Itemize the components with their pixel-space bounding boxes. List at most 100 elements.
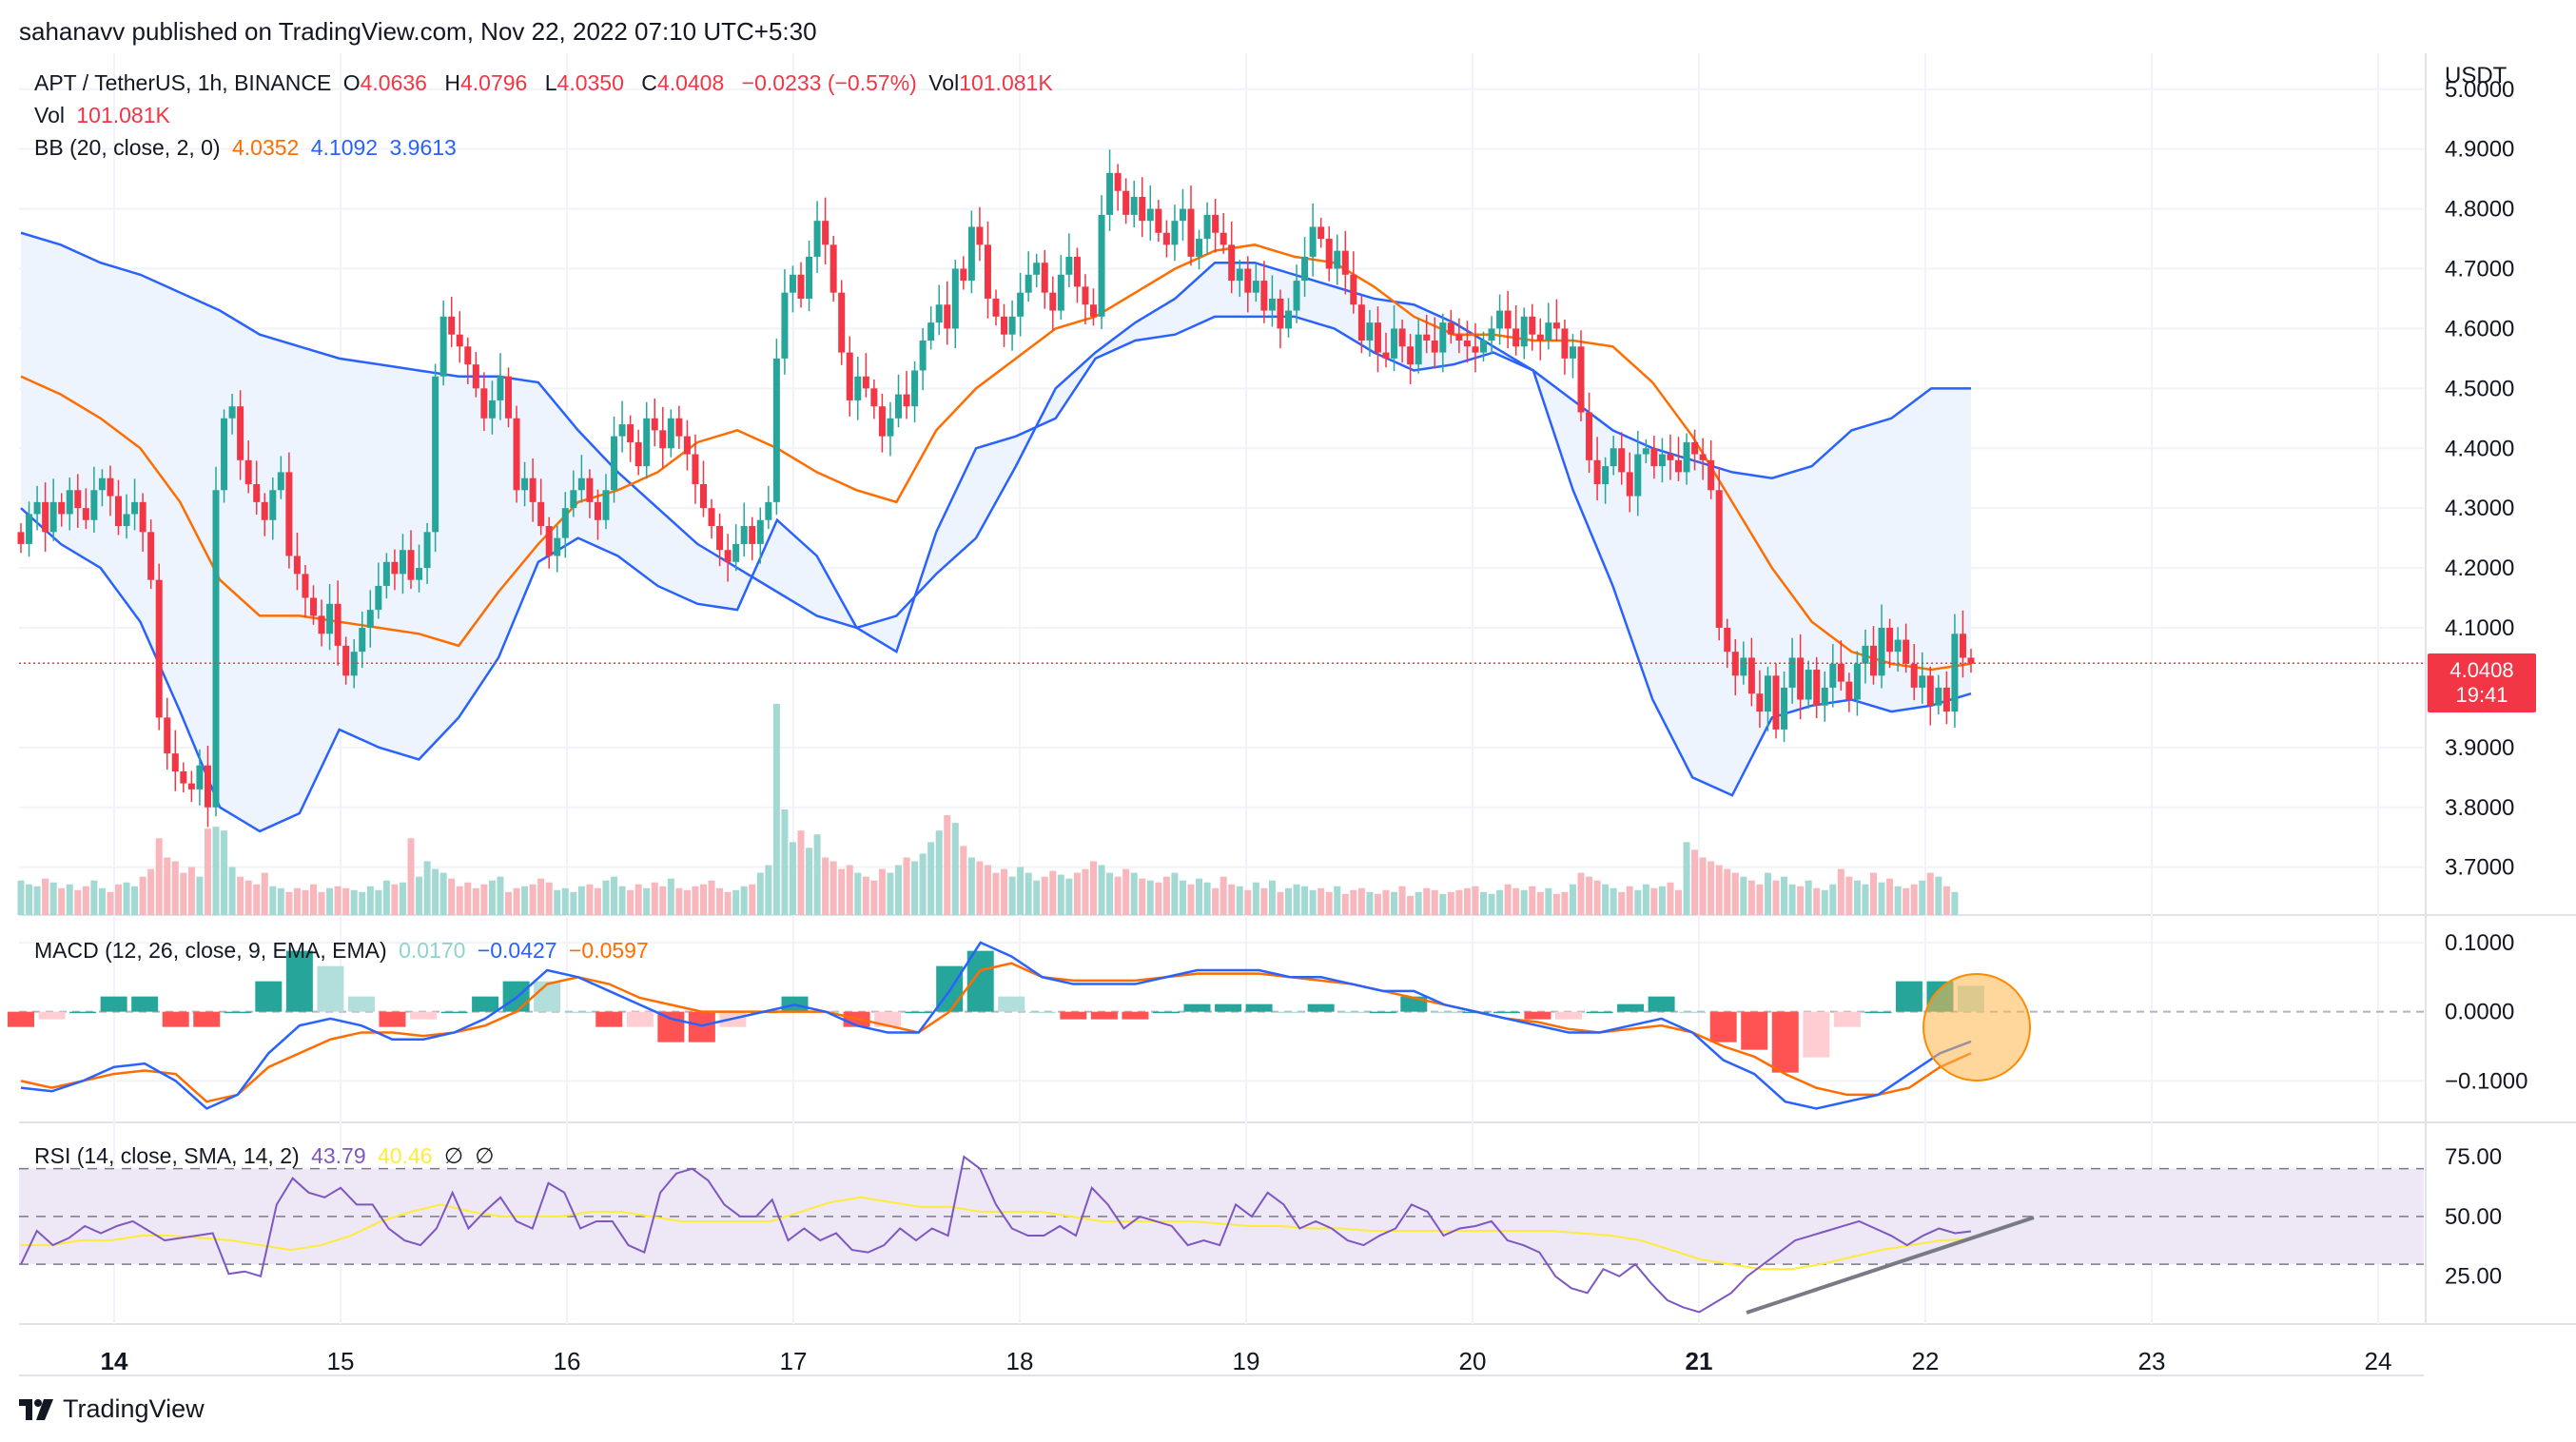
candle-body bbox=[1853, 663, 1861, 700]
candle-body bbox=[1325, 239, 1333, 269]
volume-bar bbox=[822, 857, 829, 915]
macd-label[interactable]: MACD (12, 26, close, 9, EMA, EMA) bbox=[34, 938, 387, 963]
candle-body bbox=[1082, 286, 1089, 305]
candle-body bbox=[1098, 214, 1105, 317]
volume-bar bbox=[131, 886, 139, 915]
volume-bar bbox=[464, 882, 472, 915]
volume-bar bbox=[1212, 887, 1220, 915]
volume-bar bbox=[1488, 893, 1495, 915]
macd-annotation-circle bbox=[1922, 973, 2031, 1082]
candle-body bbox=[1488, 328, 1495, 341]
macd-hist-bar bbox=[1122, 1011, 1149, 1020]
price-tick-label: 5.0000 bbox=[2445, 77, 2514, 103]
candle-body bbox=[1374, 322, 1381, 353]
candle-body bbox=[1309, 226, 1317, 257]
macd-hist-bar bbox=[1803, 1011, 1830, 1058]
volume-bar bbox=[951, 823, 959, 915]
candle-body bbox=[366, 610, 374, 628]
volume-bar bbox=[237, 876, 244, 915]
volume-bar bbox=[1813, 887, 1821, 915]
candle-body bbox=[1033, 263, 1041, 275]
volume-bar bbox=[1139, 878, 1146, 915]
volume-bar bbox=[1382, 889, 1390, 915]
candle-body bbox=[1577, 346, 1585, 413]
volume-bar bbox=[577, 886, 585, 915]
volume-bar bbox=[472, 887, 479, 915]
candle-body bbox=[1569, 346, 1576, 359]
macd-hist-bar bbox=[657, 1011, 685, 1043]
volume-bar bbox=[1374, 893, 1381, 915]
volume-bar bbox=[911, 861, 919, 915]
volume-bar bbox=[1520, 889, 1528, 915]
candle-body bbox=[1008, 316, 1016, 335]
volume-bar bbox=[196, 876, 204, 915]
candle-body bbox=[407, 550, 415, 580]
volume-bar bbox=[1090, 861, 1097, 915]
macd-hist-bar bbox=[1152, 1011, 1180, 1014]
rsi-label[interactable]: RSI (14, close, SMA, 14, 2) bbox=[34, 1143, 300, 1168]
price-tick-label: 4.6000 bbox=[2445, 316, 2514, 341]
candle-body bbox=[1268, 298, 1276, 311]
candle-body bbox=[221, 418, 228, 491]
volume-bar bbox=[1171, 872, 1179, 915]
volume-bar bbox=[66, 884, 73, 915]
volume-bar bbox=[756, 872, 764, 915]
candle-body bbox=[1455, 334, 1463, 341]
candle-body bbox=[1935, 687, 1942, 706]
macd-hist-bar bbox=[688, 1011, 715, 1043]
volume-bar bbox=[765, 865, 772, 915]
bb-label[interactable]: BB (20, close, 2, 0) bbox=[34, 135, 221, 160]
candle-body bbox=[58, 501, 66, 515]
volume-bar bbox=[180, 872, 187, 915]
rsi-tick-label: 50.00 bbox=[2445, 1204, 2502, 1230]
candle-body bbox=[1341, 250, 1349, 275]
candle-body bbox=[1357, 304, 1365, 341]
volume-bar bbox=[1788, 884, 1796, 915]
candle-body bbox=[1837, 663, 1844, 682]
candle-body bbox=[1715, 490, 1723, 628]
candle-body bbox=[464, 346, 472, 365]
volume-bar bbox=[1951, 891, 1959, 915]
volume-bar bbox=[1122, 868, 1130, 915]
candle-body bbox=[342, 645, 350, 676]
volume-bar bbox=[944, 815, 951, 915]
candle-body bbox=[416, 568, 423, 580]
candle-body bbox=[1724, 628, 1731, 653]
volume-bar bbox=[269, 886, 277, 915]
candle-body bbox=[903, 394, 910, 407]
candle-body bbox=[1139, 197, 1146, 222]
volume-bar bbox=[42, 878, 49, 915]
volume-bar bbox=[1268, 880, 1276, 915]
candle-body bbox=[1618, 448, 1626, 473]
macd-hist-bar bbox=[1617, 1004, 1645, 1012]
candle-body bbox=[627, 424, 634, 442]
high-value: 4.0796 bbox=[460, 70, 528, 95]
candle-body bbox=[1472, 346, 1479, 353]
volume-bar bbox=[976, 861, 984, 915]
candle-body bbox=[1788, 657, 1796, 688]
symbol-label[interactable]: APT / TetherUS, 1h, BINANCE bbox=[34, 70, 332, 95]
tradingview-logo[interactable]: TradingView bbox=[19, 1394, 205, 1424]
candle-body bbox=[1391, 328, 1398, 359]
candle-body bbox=[1171, 221, 1179, 245]
candle-body bbox=[772, 358, 780, 502]
volume-bar bbox=[984, 865, 991, 915]
volume-bar bbox=[488, 880, 496, 915]
volume-indicator-label[interactable]: Vol bbox=[34, 103, 65, 127]
volume-bar bbox=[878, 868, 886, 915]
candle-body bbox=[789, 274, 796, 293]
volume-bar bbox=[1098, 865, 1105, 915]
volume-bar bbox=[1919, 880, 1926, 915]
volume-bar bbox=[1033, 880, 1041, 915]
candle-body bbox=[1431, 341, 1438, 353]
volume-bar bbox=[1545, 887, 1552, 915]
candle-body bbox=[1772, 675, 1780, 730]
candle-body bbox=[147, 532, 155, 580]
volume-bar bbox=[1130, 872, 1138, 915]
change-value: −0.0233 (−0.57%) bbox=[741, 70, 917, 95]
macd-signal-line bbox=[20, 962, 1972, 1103]
volume-bar bbox=[90, 880, 98, 915]
time-tick-label: 23 bbox=[2138, 1347, 2166, 1375]
macd-tick-label: 0.1000 bbox=[2445, 930, 2514, 956]
